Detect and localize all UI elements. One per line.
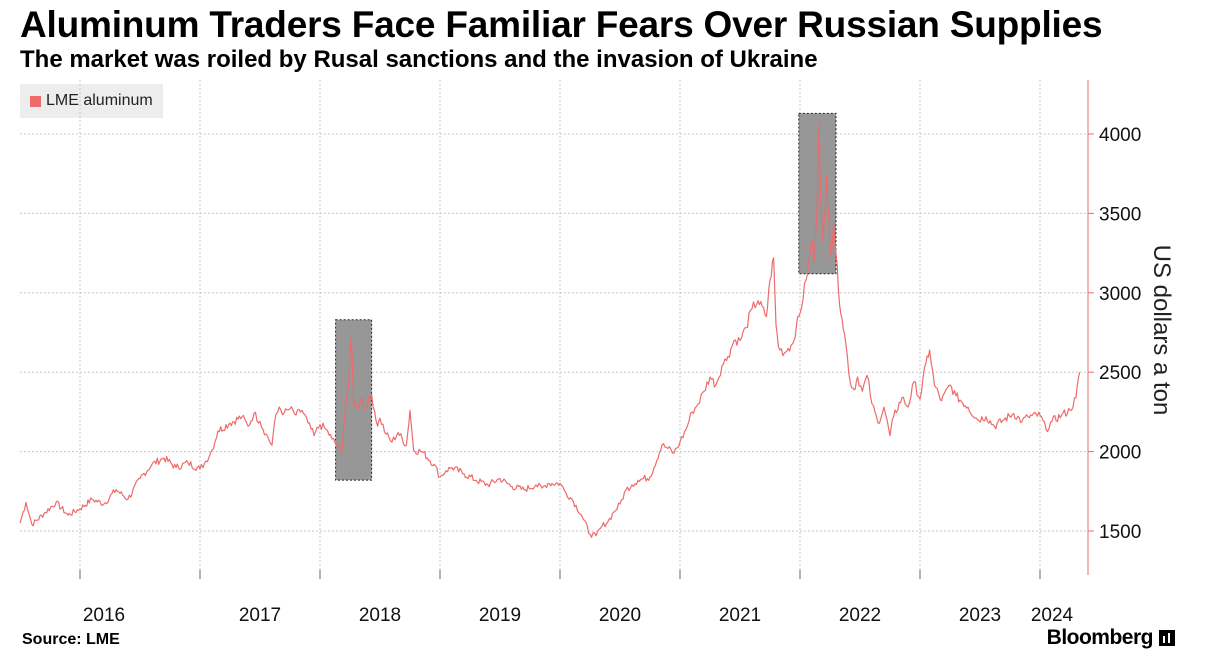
y-tick-label: 3000	[1099, 284, 1141, 305]
y-tick-label: 2500	[1099, 363, 1141, 384]
bloomberg-terminal-icon	[1159, 630, 1175, 646]
x-tick-label: 2020	[599, 605, 641, 626]
x-axis: 2016 2017 2018 2019 2020 2021 2022 2023 2024	[79, 570, 1074, 626]
y-tick-label: 3500	[1099, 204, 1141, 225]
x-tick-label: 2021	[719, 605, 761, 626]
y-axis: 1500 2000 2500 3000 3500 4000	[1087, 80, 1141, 575]
legend: LME aluminum	[20, 84, 163, 118]
source-note: Source: LME	[22, 631, 120, 648]
x-tick-label: 2024	[1031, 605, 1074, 626]
x-tick-label: 2022	[839, 605, 881, 626]
series-layer	[19, 122, 1081, 539]
legend-swatch	[30, 95, 41, 107]
brand-logo: Bloomberg	[1047, 626, 1175, 650]
y-tick-label: 2000	[1099, 443, 1141, 464]
chart-subtitle: The market was roiled by Rusal sanctions…	[20, 46, 818, 73]
highlight-boxes	[335, 112, 837, 481]
y-tick-label: 1500	[1099, 522, 1141, 543]
legend-label: LME aluminum	[46, 92, 153, 109]
x-tick-label: 2019	[479, 605, 521, 626]
x-tick-label: 2018	[359, 605, 401, 626]
y-tick-label: 4000	[1099, 125, 1141, 146]
y-axis-label: US dollars a ton	[1148, 245, 1175, 416]
x-tick-label: 2016	[83, 605, 125, 626]
brand-name: Bloomberg	[1046, 626, 1154, 649]
chart-title: Aluminum Traders Face Familiar Fears Ove…	[20, 4, 1103, 45]
x-tick-label: 2023	[959, 605, 1001, 626]
grid	[20, 80, 1088, 575]
series-line-lme-aluminum	[19, 122, 1081, 539]
x-tick-label: 2017	[239, 605, 281, 626]
